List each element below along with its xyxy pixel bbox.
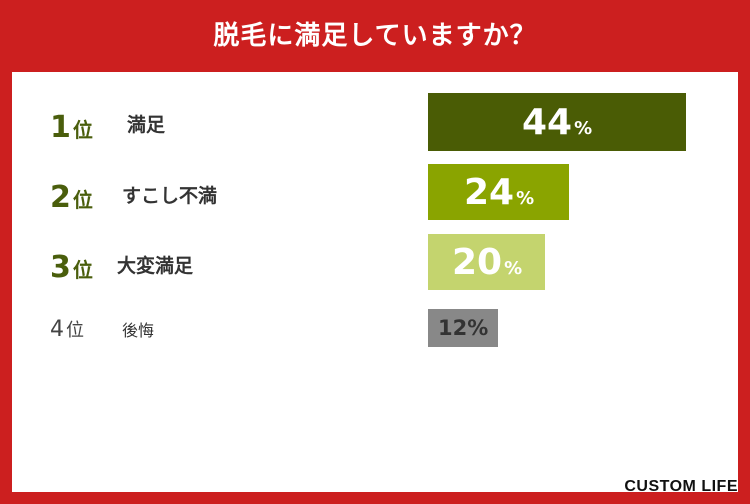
chart-panel: 1 位満足 44% 2 位すこし不満 24% 3 位大変満足 20% 4 位後悔 12% xyxy=(12,72,738,492)
value-number: 24 xyxy=(464,172,515,213)
category-label-1: 満足 xyxy=(127,114,166,136)
value-label-4: 12% xyxy=(438,316,488,340)
rank-suffix: 位 xyxy=(72,188,93,212)
value-number: 44 xyxy=(522,102,573,143)
rank-number: 1 xyxy=(50,110,71,145)
bar-3 xyxy=(428,234,545,290)
value-label-3: 20% xyxy=(452,242,522,283)
category-label-4: 後悔 xyxy=(122,321,155,340)
rank-number: 3 xyxy=(50,250,71,285)
bar-2 xyxy=(428,164,569,220)
value-unit: % xyxy=(504,258,523,279)
category-label-2: すこし不満 xyxy=(122,185,218,207)
rank-suffix: 位 xyxy=(72,118,93,142)
value-number: 20 xyxy=(452,242,503,283)
bar-chart xyxy=(428,93,686,347)
brand-logo: CUSTOM LIFE xyxy=(624,478,738,495)
rank-suffix: 位 xyxy=(72,258,93,282)
category-label-3: 大変満足 xyxy=(117,255,194,277)
bar-1 xyxy=(428,93,686,151)
rank-number: 4 xyxy=(50,317,64,342)
value-number: 12 xyxy=(438,316,468,340)
rank-suffix: 位 xyxy=(66,320,84,341)
value-unit: % xyxy=(574,118,593,139)
rank-number: 2 xyxy=(50,180,71,215)
value-unit: % xyxy=(467,316,489,340)
value-unit: % xyxy=(516,188,535,209)
chart-title: 脱毛に満足していますか？ xyxy=(213,21,537,51)
value-label-1: 44% xyxy=(522,102,592,143)
bar-4 xyxy=(428,309,498,347)
value-label-2: 24% xyxy=(464,172,534,213)
